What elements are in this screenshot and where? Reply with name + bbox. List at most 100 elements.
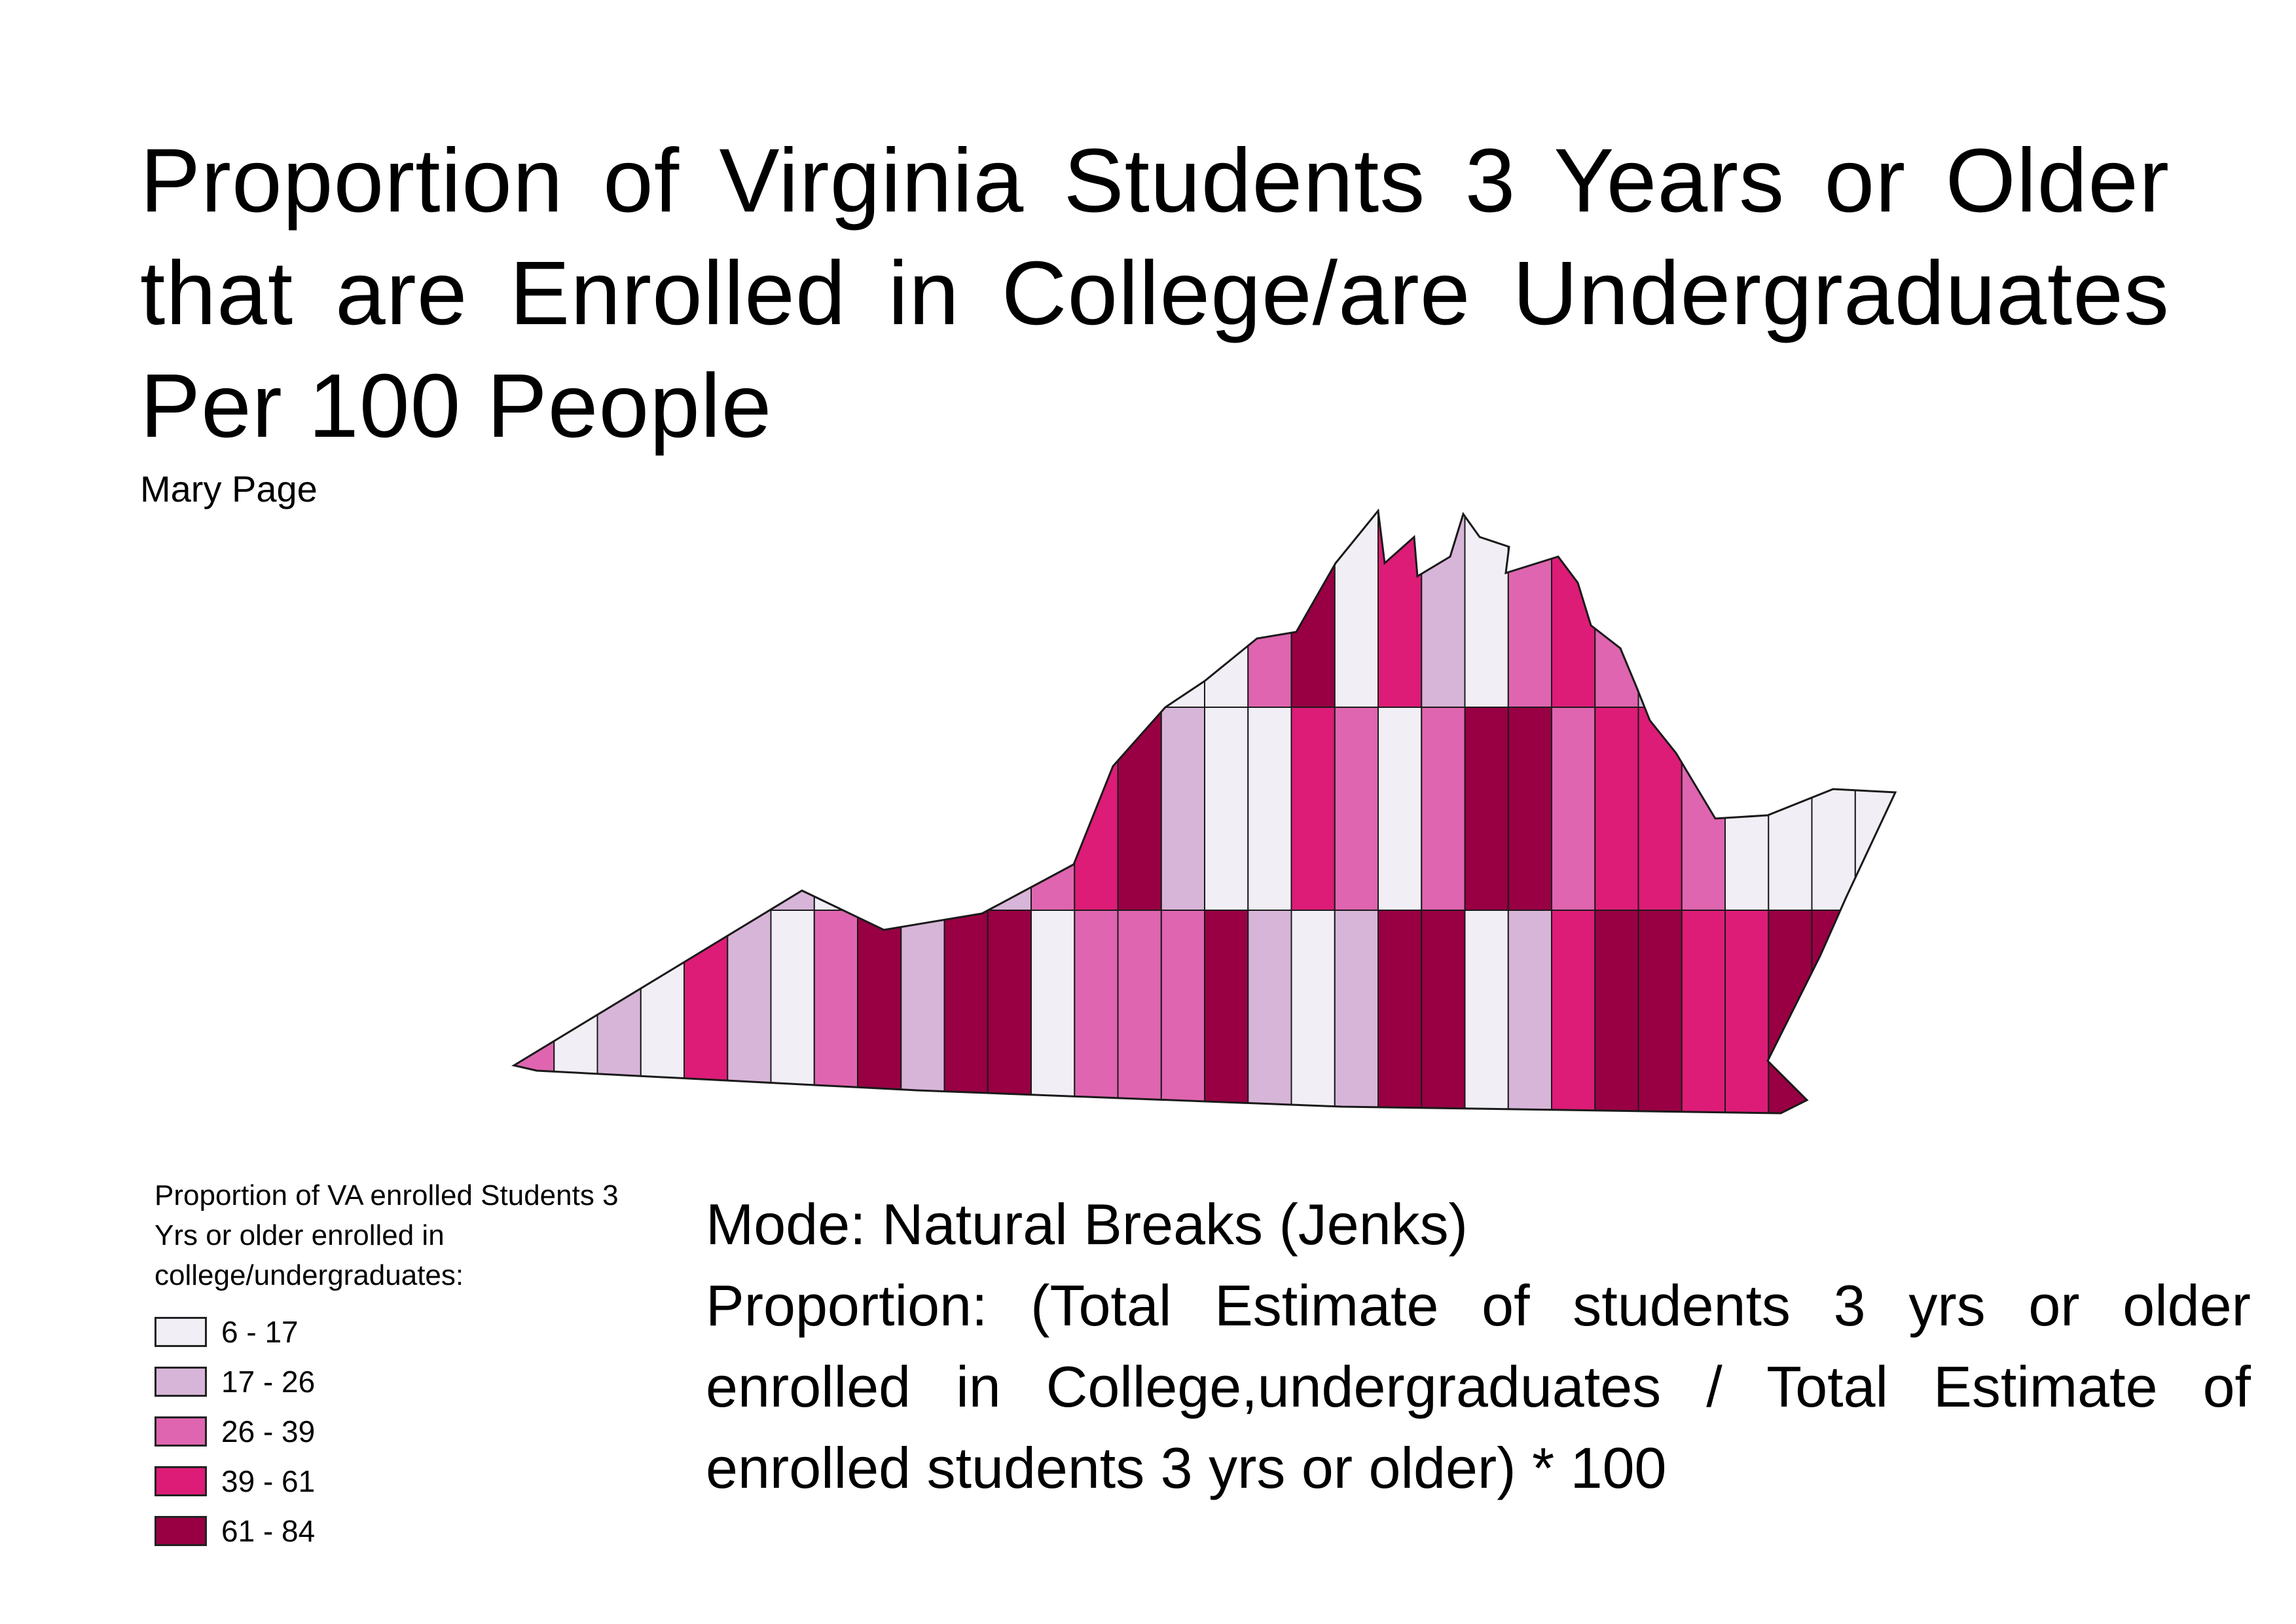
county-area	[514, 511, 555, 708]
legend-label-class-2: 17 - 26	[221, 1365, 316, 1399]
legend-label-class-4: 39 - 61	[221, 1464, 316, 1498]
county-area	[1507, 707, 1553, 911]
county-area	[857, 511, 902, 708]
county-area	[1637, 910, 1683, 1113]
county-area	[727, 511, 772, 708]
county-area	[1204, 910, 1249, 1113]
county-area	[553, 707, 598, 911]
county-area	[987, 910, 1032, 1113]
classification-mode: Mode: Natural Breaks (Jenks)	[706, 1192, 1468, 1257]
county-area	[813, 707, 859, 911]
county-area	[943, 910, 989, 1113]
county-area	[640, 910, 685, 1113]
legend-swatch-class-2	[155, 1367, 207, 1397]
legend-label-class-1: 6 - 17	[221, 1315, 299, 1349]
county-area	[640, 511, 685, 708]
county-area	[1594, 910, 1639, 1113]
county-area	[1377, 707, 1423, 911]
county-area	[1854, 511, 1895, 708]
county-area	[1160, 511, 1206, 708]
county-area	[1768, 511, 1813, 708]
legend-swatch-class-5	[155, 1516, 207, 1546]
county-area	[1681, 910, 1726, 1113]
county-area	[1247, 910, 1292, 1113]
legend-item-class-5: 61 - 84	[155, 1506, 626, 1556]
county-area	[1681, 511, 1726, 708]
county-area	[514, 707, 555, 911]
county-area	[1117, 511, 1162, 708]
county-area	[770, 511, 815, 708]
county-area	[770, 707, 815, 911]
county-area	[1377, 910, 1423, 1113]
legend-item-class-3: 26 - 39	[155, 1407, 626, 1456]
county-area	[1290, 707, 1336, 911]
county-area	[1637, 707, 1683, 911]
county-area	[1637, 511, 1683, 708]
county-choropleth	[514, 511, 1895, 1113]
county-area	[553, 511, 598, 708]
county-area	[1464, 511, 1509, 708]
county-area	[900, 511, 945, 708]
legend-swatch-class-4	[155, 1466, 207, 1496]
county-area	[900, 910, 945, 1113]
county-area	[1811, 910, 1856, 1113]
county-area	[1464, 707, 1509, 911]
county-area	[1551, 707, 1596, 911]
county-area	[1507, 511, 1553, 708]
county-area	[1290, 511, 1336, 708]
county-area	[1421, 707, 1466, 911]
county-area	[1724, 511, 1770, 708]
county-area	[1854, 707, 1895, 911]
county-area	[1334, 707, 1379, 911]
county-area	[1507, 910, 1553, 1113]
county-area	[987, 707, 1032, 911]
legend-item-class-1: 6 - 17	[155, 1307, 626, 1357]
county-area	[553, 910, 598, 1113]
county-area	[1030, 707, 1076, 911]
county-area	[1160, 910, 1206, 1113]
county-area	[943, 511, 989, 708]
legend-swatch-class-1	[155, 1317, 207, 1347]
county-area	[1247, 707, 1292, 911]
county-area	[1681, 707, 1726, 911]
county-area	[1247, 511, 1292, 708]
county-area	[683, 511, 729, 708]
legend-swatch-class-3	[155, 1416, 207, 1447]
county-area	[1334, 511, 1379, 708]
county-area	[1334, 910, 1379, 1113]
county-area	[943, 707, 989, 911]
county-area	[987, 511, 1032, 708]
county-area	[813, 910, 859, 1113]
map-title: Proportion of Virginia Students 3 Years …	[140, 130, 2170, 456]
county-area	[1811, 707, 1856, 911]
county-area	[1030, 910, 1076, 1113]
county-area	[900, 707, 945, 911]
county-area	[1117, 910, 1162, 1113]
county-area	[1551, 511, 1596, 708]
county-area	[727, 707, 772, 911]
county-area	[1290, 910, 1336, 1113]
legend-title: Proportion of VA enrolled Students 3 Yrs…	[155, 1179, 619, 1291]
county-area	[1377, 511, 1423, 708]
legend: Proportion of VA enrolled Students 3 Yrs…	[155, 1175, 626, 1556]
county-area	[1421, 910, 1466, 1113]
county-area	[1551, 910, 1596, 1113]
county-area	[1594, 707, 1639, 911]
county-area	[683, 707, 729, 911]
county-area	[857, 707, 902, 911]
legend-label-class-5: 61 - 84	[221, 1514, 316, 1548]
county-area	[1030, 511, 1076, 708]
county-area	[727, 910, 772, 1113]
method-notes: Mode: Natural Breaks (Jenks) Proportion:…	[706, 1184, 2251, 1509]
county-area	[1421, 511, 1466, 708]
county-area	[813, 511, 859, 708]
county-area	[857, 910, 902, 1113]
county-area	[1854, 910, 1895, 1113]
county-area	[1074, 511, 1119, 708]
county-area	[1768, 707, 1813, 911]
county-area	[1811, 511, 1856, 708]
county-area	[1074, 910, 1119, 1113]
county-area	[1724, 910, 1770, 1113]
county-area	[770, 910, 815, 1113]
